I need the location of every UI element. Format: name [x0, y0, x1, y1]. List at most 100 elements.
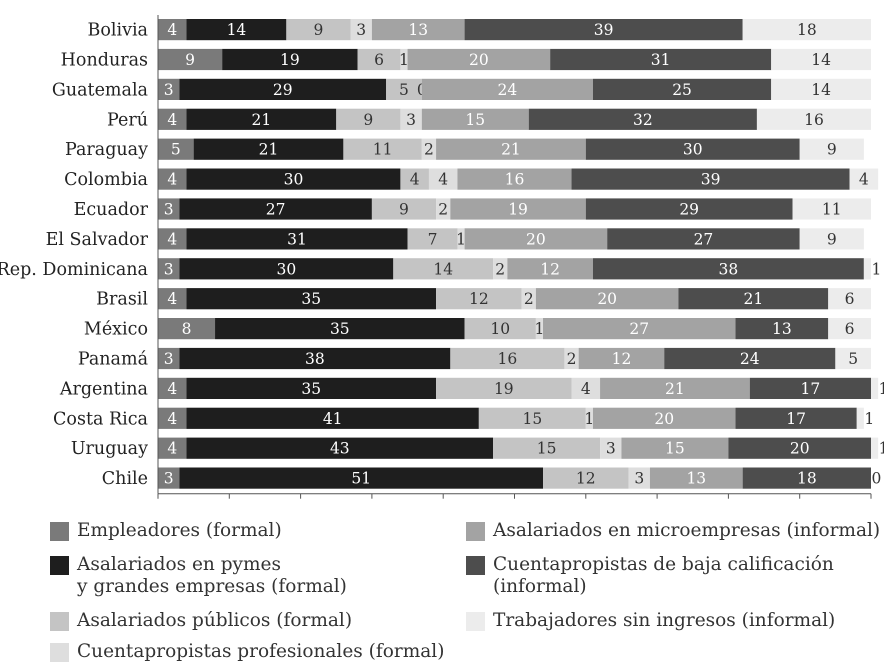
- legend-swatch: [50, 643, 69, 662]
- bar-segment-costa-rica-s4: [585, 407, 593, 429]
- category-label-costa-rica: Costa Rica: [53, 409, 148, 429]
- value-label-el-salvador-s7: 9: [827, 230, 837, 248]
- bar-segment-guatemala-s1: [158, 78, 180, 100]
- value-label-uruguay-s1: 4: [167, 440, 177, 458]
- bar-segment-mexico-s2: [215, 318, 465, 340]
- bar-segment-el-salvador-s2: [186, 228, 408, 250]
- bar-segment-panama-s1: [158, 347, 180, 370]
- value-label-colombia-s2: 30: [284, 171, 304, 189]
- category-label-el-salvador: El Salvador: [46, 230, 149, 250]
- bar-segment-peru-s7: [756, 108, 871, 130]
- bar-segment-costa-rica-s3: [478, 407, 586, 429]
- bar-segment-guatemala-s2: [179, 78, 387, 100]
- bar-segment-guatemala-s5: [421, 78, 593, 100]
- value-label-argentina-s2: 35: [301, 380, 321, 398]
- category-label-argentina: Argentina: [59, 379, 148, 399]
- value-label-guatemala-s5: 24: [498, 81, 518, 99]
- value-label-brasil-s2: 35: [301, 290, 321, 308]
- bar-segment-colombia-s4: [428, 168, 458, 190]
- value-label-el-salvador-s4: 1: [456, 230, 466, 248]
- bar-segment-brasil-s2: [186, 288, 437, 310]
- legend-label: Trabajadores sin ingresos (informal): [493, 610, 836, 631]
- legend-item-3: Asalariados públicos (formal): [50, 610, 352, 632]
- bar-segment-panama-s6: [664, 347, 836, 370]
- value-label-peru-s2: 21: [252, 111, 272, 129]
- value-label-uruguay-s3: 15: [537, 440, 557, 458]
- value-label-el-salvador-s3: 7: [428, 230, 438, 248]
- bar-segment-panama-s5: [578, 347, 665, 370]
- value-label-ecuador-s6: 29: [679, 201, 699, 219]
- legend: Empleadores (formal) Asalariados en pymes…: [0, 510, 884, 669]
- x-axis: 0102030405060708090100: [157, 15, 872, 499]
- value-label-ecuador-s5: 19: [508, 201, 528, 219]
- bar-segment-bolivia-s3: [286, 19, 351, 41]
- value-label-bolivia-s3: 9: [313, 21, 323, 39]
- bar-segment-rep-dominicana-s2: [179, 258, 394, 280]
- bar-segment-el-salvador-s7: [799, 228, 864, 250]
- value-label-costa-rica-s5: 20: [654, 410, 674, 428]
- value-label-argentina-s5: 21: [665, 380, 685, 398]
- bar-segment-ecuador-s1: [158, 198, 180, 220]
- bar-segment-brasil-s5: [535, 288, 679, 310]
- bar-segment-el-salvador-s6: [607, 228, 800, 250]
- bar-segment-guatemala-s3: [386, 78, 422, 100]
- value-label-bolivia-s7: 18: [797, 21, 817, 39]
- value-label-panama-s5: 12: [612, 350, 632, 368]
- bar-segment-chile-s4: [628, 467, 650, 489]
- bar-segment-uruguay-s5: [621, 437, 729, 459]
- bar-segment-chile-s2: [179, 467, 544, 489]
- value-label-bolivia-s2: 14: [227, 21, 247, 39]
- value-label-rep-dominicana-s5: 12: [540, 260, 560, 278]
- legend-swatch: [50, 522, 69, 541]
- bar-segment-uruguay-s1: [158, 437, 187, 459]
- value-label-peru-s1: 4: [167, 111, 177, 129]
- value-label-costa-rica-s1: 4: [167, 410, 177, 428]
- legend-swatch: [466, 612, 485, 631]
- value-label-panama-s3: 16: [498, 350, 518, 368]
- legend-swatch: [50, 556, 69, 575]
- value-label-paraguay-s5: 21: [501, 141, 521, 159]
- category-label-rep-dominicana: Rep. Dominicana: [0, 260, 148, 280]
- bar-segment-honduras-s1: [158, 48, 223, 71]
- bar-segment-chile-s1: [158, 467, 180, 489]
- value-label-rep-dominicana-s7: 1: [872, 260, 882, 278]
- value-label-uruguay-s7: 1: [879, 440, 884, 458]
- value-label-honduras-s2: 19: [280, 51, 300, 69]
- bar-segment-paraguay-s3: [343, 138, 422, 160]
- bar-segment-mexico-s6: [735, 318, 829, 340]
- value-label-mexico-s4: 1: [535, 320, 545, 338]
- bar-segment-peru-s2: [186, 108, 337, 130]
- legend-label: Asalariados en microempresas (informal): [493, 520, 881, 541]
- value-label-panama-s6: 24: [740, 350, 760, 368]
- value-label-chile-s2: 51: [351, 470, 371, 488]
- bar-segment-colombia-s7: [849, 168, 879, 190]
- stacked-bar-chart: 4149313391891961203114329502425144219315…: [0, 15, 884, 499]
- value-label-brasil-s6: 21: [743, 290, 763, 308]
- bar-segment-colombia-s6: [571, 168, 850, 190]
- value-label-brasil-s3: 12: [469, 290, 489, 308]
- legend-label: Cuentapropistas profesionales (formal): [77, 641, 445, 662]
- bar-segment-colombia-s2: [186, 168, 401, 190]
- value-label-uruguay-s5: 15: [665, 440, 685, 458]
- bar-segment-rep-dominicana-s5: [507, 258, 593, 280]
- value-label-honduras-s7: 14: [811, 51, 831, 69]
- value-label-paraguay-s4: 2: [424, 141, 434, 159]
- bar-segment-mexico-s7: [828, 318, 871, 340]
- bar-segment-bolivia-s4: [350, 19, 372, 41]
- value-label-costa-rica-s6: 17: [786, 410, 806, 428]
- bar-segment-paraguay-s4: [421, 138, 437, 160]
- bar-segment-rep-dominicana-s7: [863, 258, 871, 280]
- bar-segment-colombia-s1: [158, 168, 187, 190]
- value-label-argentina-s1: 4: [167, 380, 177, 398]
- value-label-el-salvador-s1: 4: [167, 230, 177, 248]
- value-label-chile-s7: 0: [872, 470, 882, 488]
- value-label-argentina-s3: 19: [494, 380, 514, 398]
- category-label-guatemala: Guatemala: [52, 80, 148, 100]
- bar-segment-ecuador-s5: [450, 198, 586, 220]
- value-label-argentina-s6: 17: [801, 380, 821, 398]
- value-label-brasil-s4: 2: [524, 290, 534, 308]
- value-label-peru-s3: 9: [363, 111, 373, 129]
- value-label-honduras-s5: 20: [469, 51, 489, 69]
- bar-segment-panama-s4: [564, 347, 579, 370]
- value-label-brasil-s1: 4: [167, 290, 177, 308]
